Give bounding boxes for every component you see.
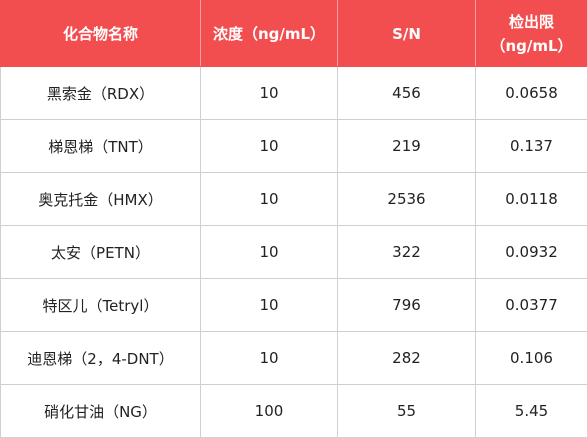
table-cell: 奥克托金（HMX）: [1, 173, 201, 226]
table-cell: 219: [338, 120, 476, 173]
header-cell: 化合物名称: [1, 1, 201, 67]
table-cell: 太安（PETN）: [1, 226, 201, 279]
header-cell: 浓度（ng/mL）: [201, 1, 338, 67]
table-cell: 10: [201, 332, 338, 385]
table-cell: 0.0377: [476, 279, 587, 332]
table-cell: 迪恩梯（2，4-DNT）: [1, 332, 201, 385]
header-cell: S/N: [338, 1, 476, 67]
table-cell: 0.0932: [476, 226, 587, 279]
table-cell: 322: [338, 226, 476, 279]
table-cell: 55: [338, 385, 476, 438]
header-cell: 检出限 （ng/mL）: [476, 1, 587, 67]
table-cell: 梯恩梯（TNT）: [1, 120, 201, 173]
table-cell: 0.106: [476, 332, 587, 385]
table-cell: 0.137: [476, 120, 587, 173]
table-cell: 特区儿（Tetryl）: [1, 279, 201, 332]
table-cell: 0.0118: [476, 173, 587, 226]
table-cell: 硝化甘油（NG）: [1, 385, 201, 438]
table-cell: 2536: [338, 173, 476, 226]
table-cell: 10: [201, 279, 338, 332]
table-cell: 黑索金（RDX）: [1, 67, 201, 120]
table-cell: 10: [201, 173, 338, 226]
table-cell: 10: [201, 226, 338, 279]
table-cell: 0.0658: [476, 67, 587, 120]
table-cell: 796: [338, 279, 476, 332]
table-cell: 100: [201, 385, 338, 438]
table-cell: 10: [201, 120, 338, 173]
table-cell: 456: [338, 67, 476, 120]
table-cell: 282: [338, 332, 476, 385]
table-cell: 5.45: [476, 385, 587, 438]
table-cell: 10: [201, 67, 338, 120]
